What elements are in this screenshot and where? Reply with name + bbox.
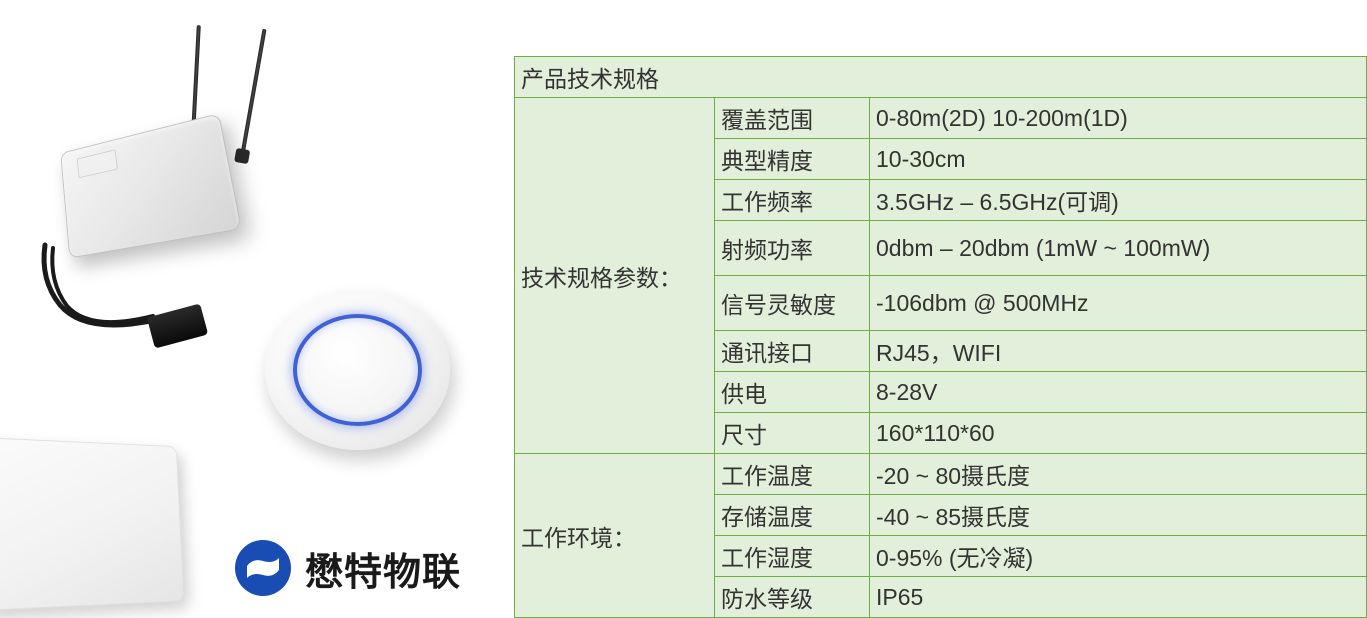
param-label: 工作频率 — [715, 180, 870, 221]
param-label: 防水等级 — [715, 577, 870, 618]
param-value: 8-28V — [870, 372, 1367, 413]
param-label: 典型精度 — [715, 139, 870, 180]
param-label: 信号灵敏度 — [715, 276, 870, 331]
param-value: 0-95% (无冷凝) — [870, 536, 1367, 577]
company-logo: 懋特物联 — [235, 540, 461, 596]
param-value: -20 ~ 80摄氏度 — [870, 454, 1367, 495]
antenna-2 — [240, 29, 267, 158]
param-value: 160*110*60 — [870, 413, 1367, 454]
param-label: 覆盖范围 — [715, 98, 870, 139]
antenna-device-image — [55, 75, 270, 240]
product-images-panel: 懋特物联 — [0, 0, 510, 605]
param-value: -106dbm @ 500MHz — [870, 276, 1367, 331]
param-label: 供电 — [715, 372, 870, 413]
panel-device-image — [0, 437, 184, 611]
param-label: 存储温度 — [715, 495, 870, 536]
disc-device-image — [265, 290, 450, 465]
table-title-row: 产品技术规格 — [515, 57, 1367, 98]
logo-icon — [235, 540, 291, 596]
table-title: 产品技术规格 — [515, 57, 1367, 98]
param-value: RJ45，WIFI — [870, 331, 1367, 372]
category-environment: 工作环境： — [515, 454, 715, 618]
param-label: 尺寸 — [715, 413, 870, 454]
param-label: 通讯接口 — [715, 331, 870, 372]
param-label: 射频功率 — [715, 221, 870, 276]
table-row: 工作环境： 工作温度 -20 ~ 80摄氏度 — [515, 454, 1367, 495]
category-tech-spec: 技术规格参数： — [515, 98, 715, 454]
device-sticker — [77, 149, 118, 178]
param-value: -40 ~ 85摄氏度 — [870, 495, 1367, 536]
table-row: 技术规格参数： 覆盖范围 0-80m(2D) 10-200m(1D) — [515, 98, 1367, 139]
disc-top — [307, 326, 408, 414]
param-value: 3.5GHz – 6.5GHz(可调) — [870, 180, 1367, 221]
param-value: IP65 — [870, 577, 1367, 618]
param-label: 工作湿度 — [715, 536, 870, 577]
spec-table: 产品技术规格 技术规格参数： 覆盖范围 0-80m(2D) 10-200m(1D… — [514, 56, 1367, 618]
logo-text: 懋特物联 — [305, 541, 461, 596]
param-value: 0-80m(2D) 10-200m(1D) — [870, 98, 1367, 139]
param-value: 0dbm – 20dbm (1mW ~ 100mW) — [870, 221, 1367, 276]
device-enclosure — [60, 113, 242, 258]
param-value: 10-30cm — [870, 139, 1367, 180]
param-label: 工作温度 — [715, 454, 870, 495]
